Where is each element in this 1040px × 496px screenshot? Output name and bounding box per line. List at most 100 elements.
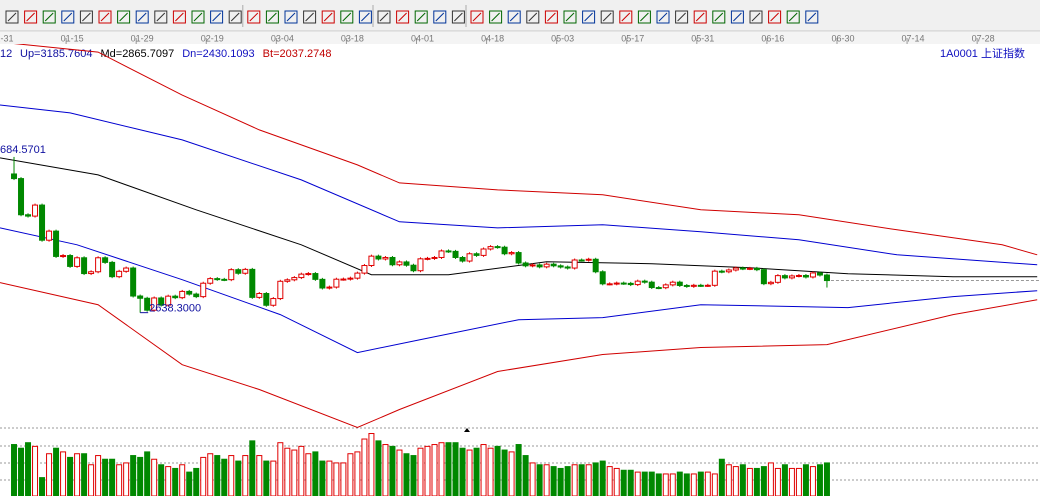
toolbar-icon <box>600 10 614 24</box>
toolbar-icon <box>377 10 391 24</box>
toolbar-icon <box>619 10 633 24</box>
candle-body <box>669 281 676 286</box>
candle-body <box>438 250 445 258</box>
toolbar-icon-glyph <box>454 12 463 22</box>
candle-body <box>536 264 543 268</box>
volume-bar <box>816 464 823 496</box>
candle-body <box>795 274 802 277</box>
toolbar-icon <box>712 10 726 24</box>
candle-body <box>298 273 305 279</box>
candle-body <box>417 258 424 272</box>
toolbar-icon <box>42 10 56 24</box>
toolbar-icon-glyph <box>137 12 147 22</box>
toolbar-icon-glyph <box>807 12 817 22</box>
candle-body <box>718 270 725 273</box>
volume-bar <box>648 471 655 496</box>
volume-bar <box>473 447 480 496</box>
volume-bar <box>466 449 473 496</box>
candle-body <box>690 284 697 287</box>
candle-body <box>501 246 508 255</box>
candles <box>11 156 1040 313</box>
candle-body <box>662 284 669 289</box>
volume-bar <box>634 471 641 496</box>
volume-bar <box>165 466 172 496</box>
candle-body <box>130 267 137 297</box>
candle-body <box>186 290 193 295</box>
candle-body <box>165 295 172 306</box>
volume-bar <box>256 455 263 496</box>
volume-bar <box>214 455 221 496</box>
volume-bar <box>627 469 634 496</box>
toolbar-icon <box>489 10 503 24</box>
volume-bar <box>333 462 340 496</box>
candle-body <box>823 274 830 282</box>
volume-bar <box>144 451 151 496</box>
volume-bar <box>704 471 711 496</box>
toolbar-icon-glyph <box>416 12 426 22</box>
x-tick-label: 04-18 <box>481 33 504 43</box>
candle-body <box>151 297 158 311</box>
toolbar-icon-glyph <box>435 12 445 22</box>
candle-body <box>480 248 487 256</box>
volume-bar <box>326 460 333 496</box>
volume-bar <box>368 433 375 496</box>
volume-bar <box>179 464 186 496</box>
candle-body <box>396 261 403 266</box>
annotations: 684.5701 2638.3000 <box>0 144 201 315</box>
volume-bar <box>200 456 207 496</box>
candle-body <box>529 264 536 267</box>
volume-bar <box>130 455 137 496</box>
candle-body <box>424 257 431 260</box>
candle-body <box>242 268 249 274</box>
x-tick-label: 02-19 <box>201 33 224 43</box>
volume-bar <box>746 467 753 496</box>
toolbar-icon-glyph <box>565 12 575 22</box>
toolbar-icon-glyph <box>472 12 482 22</box>
candle-body <box>32 204 39 217</box>
toolbar-icon-glyph <box>528 12 538 22</box>
volume-bar <box>795 467 802 496</box>
volume-bar <box>529 462 536 496</box>
candle-body <box>760 269 767 285</box>
candle-body <box>207 278 214 284</box>
volume-bar <box>585 464 592 496</box>
volume-bar <box>676 471 683 496</box>
period-label: 12 <box>0 48 12 60</box>
volume-bar <box>298 445 305 496</box>
candle-body <box>697 284 704 287</box>
candle-body <box>683 284 690 287</box>
candle-body <box>172 295 179 299</box>
toolbar-icon <box>228 10 242 24</box>
candle-body <box>18 178 25 216</box>
volume-bar <box>781 464 788 496</box>
candle-body <box>228 269 235 281</box>
toolbar-icon <box>321 10 335 24</box>
toolbar-icons <box>5 5 819 27</box>
volume-bar <box>270 460 277 496</box>
volume-bar <box>123 462 130 496</box>
toolbar-icon-glyph <box>305 12 314 22</box>
candle-body <box>67 255 74 267</box>
volume-bar <box>494 445 501 496</box>
volume-bar <box>501 449 508 496</box>
toolbar-icon-glyph <box>509 12 519 22</box>
volume-bar <box>823 462 830 496</box>
candle-body <box>11 173 18 180</box>
volume-bar <box>88 464 95 496</box>
toolbar-icon-glyph <box>602 12 612 22</box>
volume-bar <box>641 471 648 496</box>
candle-body <box>25 214 32 217</box>
marker <box>464 428 470 432</box>
toolbar-icon <box>284 10 298 24</box>
volume-bar <box>774 467 781 496</box>
toolbar-icon-glyph <box>175 12 184 22</box>
volume-bar <box>102 458 109 496</box>
toolbar-icon-glyph <box>249 12 259 22</box>
candle-body <box>81 257 88 275</box>
candle-body <box>564 266 571 269</box>
toolbar-icon-glyph <box>361 12 370 22</box>
band-line <box>0 282 1038 429</box>
volume-bar <box>284 447 291 496</box>
candle-body <box>368 255 375 267</box>
candle-body <box>74 257 81 267</box>
